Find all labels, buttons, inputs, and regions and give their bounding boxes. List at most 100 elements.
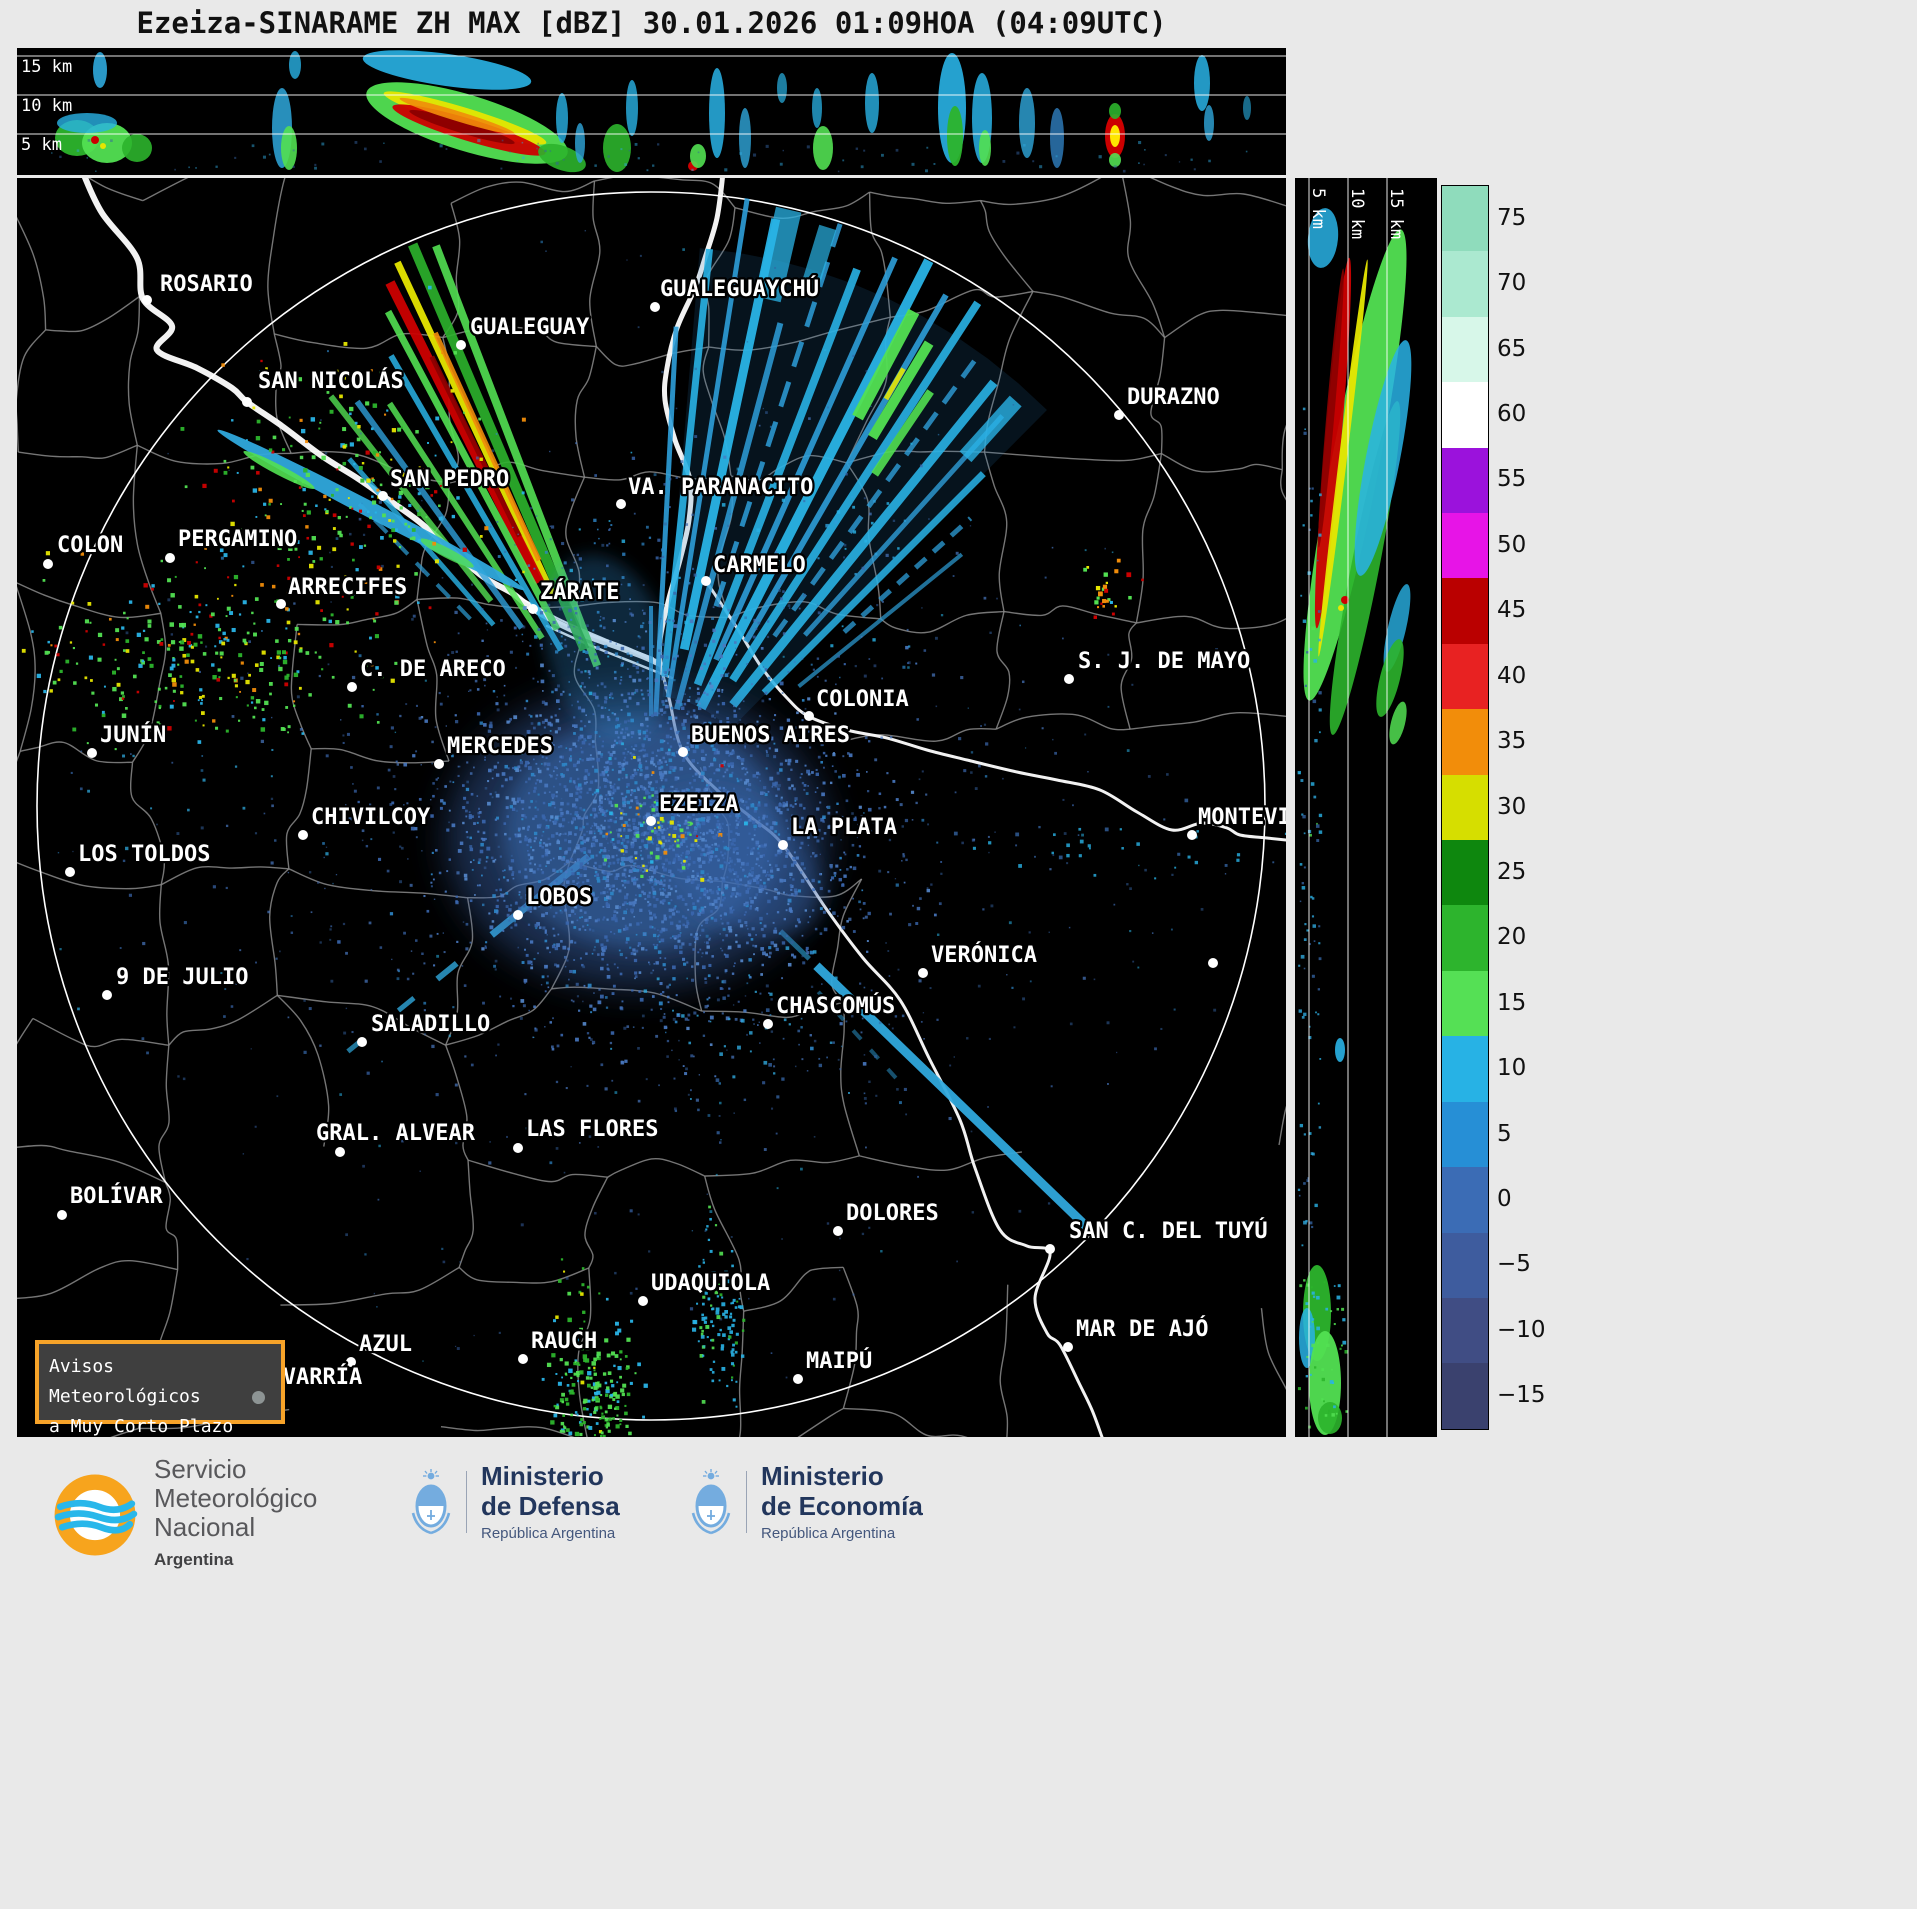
- radar-echo-speckle: [200, 641, 203, 644]
- radar-echo-speckle: [539, 643, 543, 647]
- radar-echo-speckle: [589, 1413, 593, 1416]
- radar-echo-speckle: [200, 826, 204, 830]
- radar-beam: [357, 502, 472, 621]
- radar-echo-speckle: [870, 405, 872, 408]
- radar-echo-speckle: [641, 787, 645, 791]
- radar-echo-speckle: [793, 894, 796, 897]
- radar-echo-speckle: [564, 1397, 569, 1402]
- radar-echo-speckle: [731, 1353, 735, 1357]
- radar-echo-speckle: [515, 634, 518, 637]
- radar-echo-speckle: [443, 474, 447, 479]
- radar-echo-speckle: [611, 1384, 615, 1388]
- radar-echo-speckle: [635, 949, 639, 953]
- radar-echo-speckle: [593, 865, 596, 868]
- radar-echo-speckle: [770, 941, 774, 945]
- radar-echo-speckle: [682, 248, 685, 251]
- radar-echo-speckle: [380, 535, 384, 540]
- radar-echo-speckle: [1047, 1202, 1051, 1205]
- radar-echo-speckle: [180, 684, 184, 688]
- radar-echo-speckle: [596, 876, 600, 881]
- radar-echo-speckle: [566, 768, 569, 772]
- radar-echo-speckle: [1104, 547, 1107, 550]
- radar-echo-speckle: [496, 899, 499, 902]
- radar-echo-speckle: [693, 1320, 698, 1325]
- radar-echo-speckle: [533, 774, 536, 777]
- radar-echo-speckle: [817, 880, 821, 884]
- radar-echo-speckle: [633, 768, 637, 772]
- radar-echo-speckle: [637, 1213, 640, 1216]
- radar-echo-speckle: [654, 878, 657, 881]
- radar-echo-speckle: [254, 663, 259, 667]
- radar-echo-speckle: [709, 684, 714, 689]
- radar-echo-speckle: [789, 804, 793, 807]
- radar-echo-speckle: [743, 732, 746, 735]
- radar-echo-speckle: [854, 816, 857, 819]
- radar-echo-speckle: [95, 170, 97, 172]
- radar-echo-speckle: [760, 888, 764, 892]
- radar-echo-speckle: [936, 933, 940, 936]
- radar-echo-speckle: [874, 758, 878, 762]
- radar-echo-speckle: [665, 704, 669, 709]
- radar-echo-speckle: [294, 587, 297, 590]
- radar-echo-speckle: [769, 869, 774, 873]
- radar-echo-speckle: [1114, 569, 1119, 574]
- radar-echo-speckle: [685, 855, 688, 859]
- radar-echo-speckle: [287, 871, 290, 874]
- radar-echo-speckle: [827, 805, 831, 809]
- radar-echo-speckle: [568, 693, 571, 696]
- radar-echo-speckle: [898, 693, 901, 696]
- radar-echo-speckle: [159, 642, 164, 646]
- radar-echo-speckle: [698, 1265, 701, 1268]
- radar-echo-speckle: [394, 731, 397, 734]
- radar-echo-speckle: [677, 1013, 680, 1016]
- radar-echo-speckle: [834, 770, 837, 773]
- radar-echo-speckle: [601, 878, 604, 881]
- radar-echo-speckle: [277, 545, 282, 551]
- radar-echo-speckle: [421, 952, 424, 956]
- radar-echo-speckle: [601, 745, 604, 748]
- radar-echo-speckle: [702, 860, 706, 865]
- radar-echo-speckle: [242, 1153, 245, 1155]
- radar-echo-speckle: [242, 806, 246, 810]
- radar-echo-speckle: [672, 1009, 674, 1012]
- radar-echo-speckle: [755, 842, 759, 847]
- radar-echo-speckle: [670, 824, 673, 827]
- radar-echo-speckle: [843, 851, 846, 854]
- radar-echo-speckle: [810, 985, 814, 988]
- radar-echo-speckle: [620, 148, 623, 151]
- radar-echo-speckle: [670, 785, 672, 788]
- radar-echo-speckle: [686, 713, 689, 716]
- radar-echo-speckle: [720, 1347, 724, 1351]
- radar-echo-speckle: [44, 650, 49, 655]
- radar-echo-speckle: [591, 892, 595, 896]
- warning-box[interactable]: Avisos Meteorológicos a Muy Corto Plazo: [35, 1340, 285, 1437]
- radar-echo-speckle: [757, 1024, 759, 1026]
- radar-echo-speckle: [630, 789, 633, 792]
- radar-echo-speckle: [672, 809, 676, 813]
- radar-echo-speckle: [659, 888, 662, 891]
- radar-echo-speckle: [653, 830, 658, 835]
- radar-echo-speckle: [533, 905, 537, 908]
- radar-echo-speckle: [571, 1383, 576, 1387]
- radar-echo-speckle: [635, 749, 638, 751]
- radar-echo-speckle: [1104, 827, 1109, 832]
- radar-echo-speckle: [616, 966, 619, 969]
- radar-echo-speckle: [631, 904, 634, 907]
- radar-echo-speckle: [921, 770, 924, 773]
- radar-echo-speckle: [635, 894, 637, 897]
- radar-echo-speckle: [274, 600, 277, 603]
- radar-echo-speckle: [1154, 877, 1157, 880]
- radar-echo-speckle: [934, 636, 938, 640]
- radar-echo-speckle: [814, 791, 817, 793]
- radar-echo-speckle: [667, 892, 672, 896]
- radar-echo-speckle: [736, 755, 740, 759]
- radar-echo-speckle: [657, 938, 660, 941]
- radar-echo-speckle: [595, 939, 599, 943]
- radar-echo-speckle: [596, 825, 600, 830]
- radar-echo-speckle: [753, 828, 756, 831]
- radar-echo-speckle: [732, 1343, 735, 1347]
- radar-echo-speckle: [557, 1279, 562, 1283]
- radar-echo-speckle: [646, 838, 648, 841]
- radar-echo-speckle: [576, 871, 580, 876]
- radar-echo-speckle: [636, 868, 640, 872]
